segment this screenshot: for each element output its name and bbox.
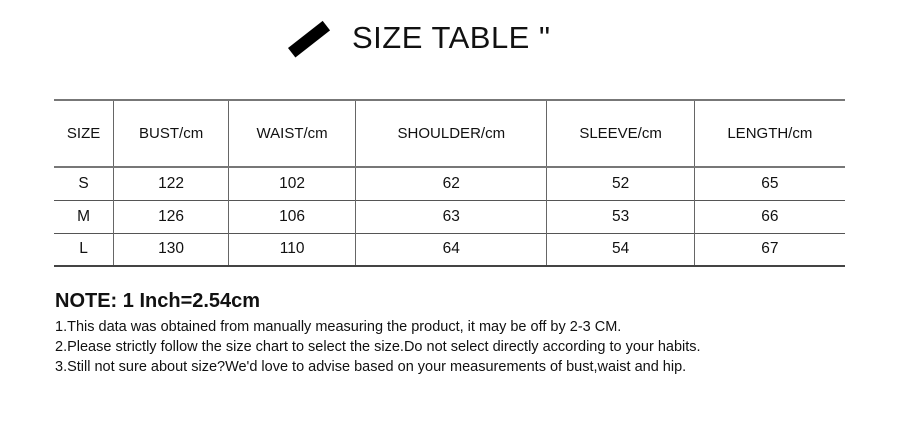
- table-row: M 126 106 63 53 66: [54, 200, 845, 233]
- size-table: SIZE BUST/cm WAIST/cm SHOULDER/cm SLEEVE…: [54, 99, 845, 267]
- cell: S: [78, 174, 89, 192]
- cell: 130: [113, 233, 229, 266]
- cell: 66: [693, 200, 845, 233]
- header-size: SIZE: [66, 125, 101, 142]
- cell: 106: [228, 200, 356, 233]
- header-waist: WAIST/cm: [228, 100, 356, 167]
- cell: 53: [546, 200, 695, 233]
- cell: 102: [228, 167, 356, 200]
- header-sleeve: SLEEVE/cm: [546, 100, 695, 167]
- cell: M: [77, 207, 91, 225]
- table-row: L 130 110 64 54 67: [54, 233, 845, 266]
- cell: 122: [113, 167, 229, 200]
- slash-decoration-icon: [288, 20, 331, 58]
- note-heading: NOTE: 1 Inch=2.54cm: [55, 290, 261, 312]
- cell: 54: [546, 233, 695, 266]
- note-line: 3.Still not sure about size?We'd love to…: [55, 359, 687, 375]
- cell: 67: [693, 233, 845, 266]
- page-title: SIZE TABLE ": [352, 20, 551, 55]
- cell: 126: [113, 200, 229, 233]
- header-bust: BUST/cm: [113, 100, 229, 167]
- cell: 110: [228, 233, 356, 266]
- note-section: NOTE: 1 Inch=2.54cm 1.This data was obta…: [55, 290, 701, 377]
- header-shoulder: SHOULDER/cm: [355, 100, 547, 167]
- cell: 65: [693, 167, 845, 200]
- header-length: LENGTH/cm: [693, 100, 845, 167]
- cell: 63: [355, 200, 547, 233]
- cell: 62: [355, 167, 547, 200]
- table-header-row: SIZE BUST/cm WAIST/cm SHOULDER/cm SLEEVE…: [54, 100, 845, 167]
- note-line: 2.Please strictly follow the size chart …: [55, 339, 701, 355]
- cell: 52: [546, 167, 695, 200]
- cell: 64: [355, 233, 547, 266]
- note-line: 1.This data was obtained from manually m…: [55, 319, 622, 335]
- cell: L: [79, 240, 88, 258]
- table-row: S 122 102 62 52 65: [54, 167, 845, 200]
